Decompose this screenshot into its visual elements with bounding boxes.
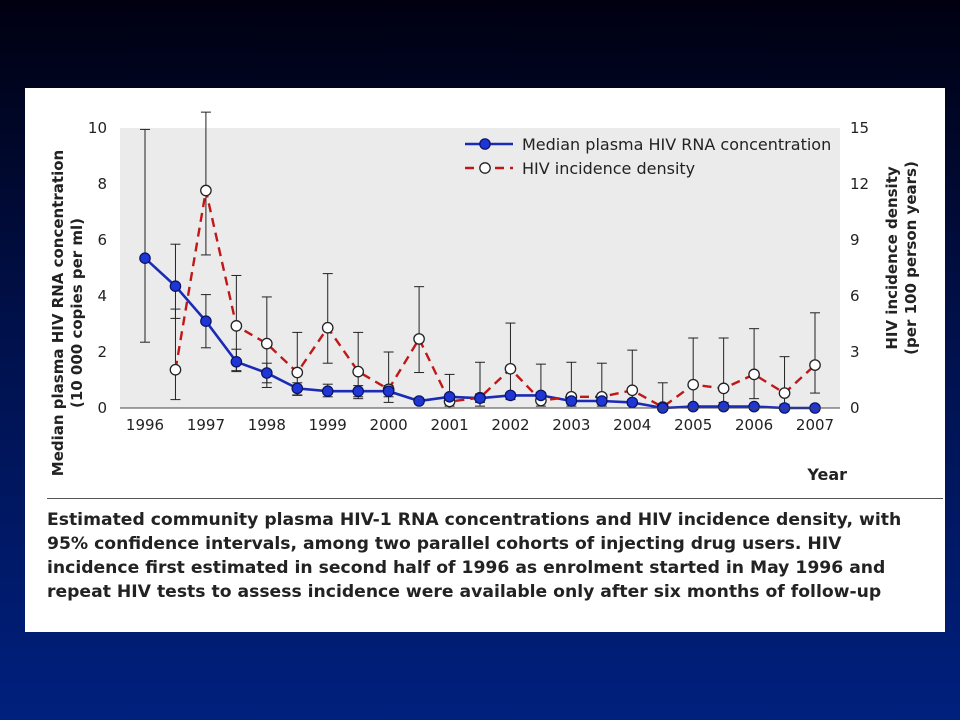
x-tick-label: 2003 (552, 416, 590, 434)
incidence-point (626, 384, 639, 397)
incidence-point (778, 387, 791, 399)
rna-point (596, 395, 608, 407)
legend-entry-rna: Median plasma HIV RNA concentration (522, 135, 831, 154)
rna-point (687, 400, 699, 413)
figure-panel: 0 2 4 6 8 10 0 3 6 9 12 15 1996 1997 1998 1999 2000 2001 2… (25, 88, 945, 632)
rna-point (321, 385, 334, 397)
rna-point (443, 390, 456, 403)
y-right-tick-label: 3 (850, 343, 860, 361)
rna-point (626, 396, 639, 409)
legend-entry-incidence: HIV incidence density (522, 159, 695, 178)
incidence-point (413, 333, 425, 345)
data-markers (139, 184, 821, 414)
x-axis-label: Year (806, 465, 847, 484)
rna-point (139, 252, 151, 264)
x-tick-label: 2002 (491, 416, 529, 434)
y-right-tick-label: 9 (850, 231, 860, 249)
incidence-point (504, 362, 517, 375)
x-tick-label: 1996 (126, 416, 164, 434)
y-left-tick-label: 0 (97, 399, 107, 417)
rna-point (413, 395, 425, 407)
incidence-point (260, 337, 273, 350)
rna-point (565, 395, 578, 407)
y-left-tick-label: 10 (88, 119, 107, 137)
x-tick-label: 2007 (796, 416, 834, 434)
rna-point (535, 389, 547, 402)
incidence-point (809, 359, 821, 371)
incidence-point (748, 368, 760, 381)
incidence-point (291, 366, 304, 379)
rna-point (748, 400, 760, 413)
incidence-point (717, 382, 730, 395)
x-tick-label: 1997 (187, 416, 225, 434)
y-axis-left-label-unit: (10 000 copies per ml) (68, 218, 86, 408)
y-left-tick-label: 4 (97, 287, 107, 305)
y-right-tick-label: 0 (850, 399, 860, 417)
x-tick-label: 2001 (430, 416, 468, 434)
rna-point (169, 280, 182, 292)
y-left-tick-label: 6 (97, 231, 107, 249)
rna-point (504, 389, 517, 402)
incidence-point (687, 378, 700, 391)
x-tick-label: 2000 (370, 416, 408, 434)
rna-point (382, 385, 395, 397)
y-right-tick-label: 15 (850, 119, 869, 137)
rna-point (291, 382, 304, 395)
legend: Median plasma HIV RNA concentration HIV … (465, 135, 831, 178)
x-tick-label: 1998 (248, 416, 286, 434)
x-tick-label: 2004 (613, 416, 651, 434)
series-line-incidence (174, 190, 816, 409)
rna-point (261, 367, 273, 379)
x-tick-label: 1999 (309, 416, 347, 434)
axes: 0 2 4 6 8 10 0 3 6 9 12 15 1996 1997 1998 1999 2000 2001 2… (88, 119, 869, 434)
y-axis-right-label: HIV incidence density (883, 166, 901, 350)
rna-point (200, 315, 212, 327)
rna-point (230, 355, 243, 368)
incidence-point (200, 184, 212, 197)
rna-point (474, 392, 486, 404)
x-tick-label: 2005 (674, 416, 712, 434)
legend-swatch-marker-rna (479, 138, 491, 150)
y-left-tick-label: 2 (97, 343, 107, 361)
y-right-tick-label: 12 (850, 175, 869, 193)
legend-swatch-marker-incidence (479, 162, 491, 174)
rna-point (717, 400, 730, 413)
caption-divider (47, 498, 943, 499)
incidence-point (352, 365, 365, 378)
figure-caption: Estimated community plasma HIV-1 RNA con… (47, 510, 902, 602)
incidence-point (230, 320, 243, 332)
incidence-point (321, 321, 334, 334)
y-axis-left-label: Median plasma HIV RNA concentration (49, 150, 67, 476)
rna-point (352, 385, 364, 397)
x-tick-label: 2006 (735, 416, 773, 434)
y-left-tick-label: 8 (97, 175, 107, 193)
chart: 0 2 4 6 8 10 0 3 6 9 12 15 1996 1997 1998 1999 2000 2001 2… (49, 111, 920, 484)
y-right-tick-label: 6 (850, 287, 860, 305)
incidence-point (169, 363, 182, 376)
y-axis-right-label-unit: (per 100 person years) (902, 161, 920, 355)
